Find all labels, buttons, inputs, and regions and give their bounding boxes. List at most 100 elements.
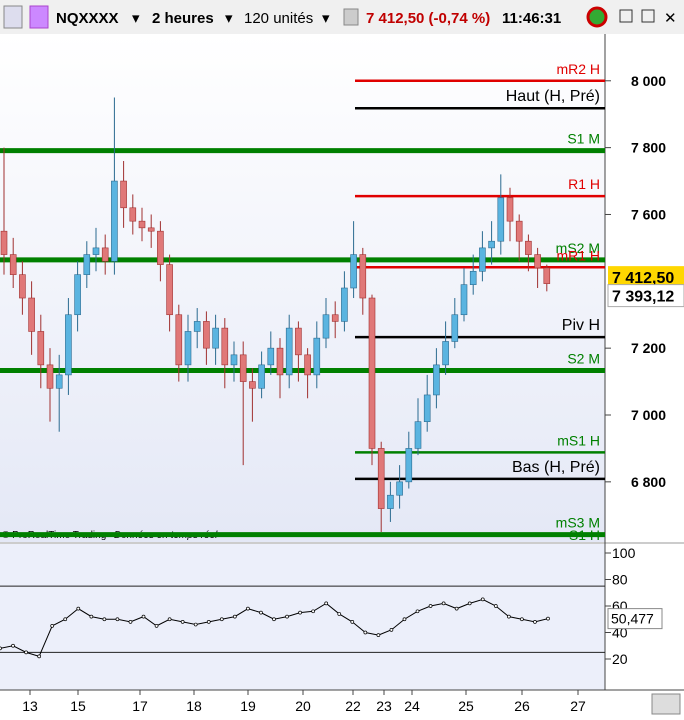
candle-body bbox=[19, 274, 26, 299]
candle-body bbox=[543, 267, 551, 284]
indicator-point bbox=[180, 620, 185, 624]
indicator-point bbox=[389, 627, 394, 632]
candle-body bbox=[469, 270, 477, 285]
info-icon[interactable] bbox=[343, 8, 359, 26]
y-tick-label: 6 800 bbox=[631, 474, 666, 490]
y-tick-label: 7 600 bbox=[631, 206, 666, 222]
candle-body bbox=[166, 264, 173, 316]
candle-body bbox=[0, 230, 8, 255]
indicator-point bbox=[376, 633, 381, 638]
period[interactable]: 2 heures bbox=[152, 10, 214, 27]
indicator-point bbox=[128, 620, 133, 624]
dropdown[interactable]: ▾ bbox=[225, 10, 233, 27]
candle-body bbox=[55, 374, 63, 389]
candle-body bbox=[276, 347, 284, 376]
candle-body bbox=[451, 314, 459, 342]
close-price: 7 393,12 bbox=[612, 289, 674, 306]
indicator-point bbox=[480, 597, 485, 602]
indicator-point bbox=[89, 614, 94, 619]
candle-body bbox=[267, 347, 275, 366]
y-tick-label: 20 bbox=[612, 651, 628, 667]
indicator-point bbox=[272, 617, 276, 622]
x-tick-label: 15 bbox=[70, 698, 86, 714]
close-button[interactable]: ✕ bbox=[664, 10, 677, 27]
chart-icon[interactable] bbox=[3, 5, 23, 29]
indicator-point bbox=[298, 610, 302, 615]
candle-body bbox=[92, 247, 100, 255]
indicator-point bbox=[102, 617, 107, 622]
indicator-point bbox=[285, 614, 289, 619]
dropdown[interactable]: ▾ bbox=[322, 10, 330, 27]
indicator-point bbox=[76, 606, 81, 611]
candle-body bbox=[239, 354, 247, 382]
candle-body bbox=[377, 448, 385, 509]
indicator-point bbox=[428, 604, 433, 608]
candle-body bbox=[442, 341, 449, 366]
candle-body bbox=[479, 247, 486, 272]
candle-body bbox=[515, 220, 523, 242]
close-price-box bbox=[607, 284, 684, 308]
candle-body bbox=[46, 364, 54, 389]
indicator-point bbox=[0, 646, 2, 651]
candle-body bbox=[368, 297, 376, 449]
link-icon[interactable] bbox=[29, 5, 49, 29]
scroll-button[interactable] bbox=[651, 693, 681, 715]
x-tick-label: 23 bbox=[376, 698, 392, 714]
indicator-point bbox=[415, 609, 420, 614]
candle-body bbox=[74, 274, 81, 316]
y-tick-label: 7 200 bbox=[631, 340, 666, 356]
candle-body bbox=[359, 254, 367, 299]
candle-body bbox=[129, 207, 137, 222]
units[interactable]: 120 unités bbox=[244, 10, 313, 27]
pivot-label: R1 H bbox=[568, 176, 600, 192]
candle-body bbox=[83, 254, 91, 275]
candle-body bbox=[65, 314, 72, 376]
x-tick-label: 24 bbox=[404, 698, 420, 714]
candle-body bbox=[506, 197, 514, 222]
candle-body bbox=[285, 327, 293, 376]
dropdown[interactable]: ▾ bbox=[132, 10, 140, 27]
x-tick-label: 27 bbox=[570, 698, 586, 714]
candle-body bbox=[423, 394, 431, 422]
indicator-point bbox=[63, 617, 68, 622]
indicator-point bbox=[11, 643, 15, 648]
indicator-point bbox=[24, 650, 28, 655]
candle-body bbox=[322, 314, 330, 339]
candle-body bbox=[111, 180, 118, 262]
indicator-point bbox=[259, 610, 263, 615]
indicator-point bbox=[467, 601, 472, 606]
pivot-label: S1 M bbox=[567, 131, 600, 147]
candle-body bbox=[534, 254, 541, 269]
indicator-point bbox=[454, 606, 459, 611]
minimize-button[interactable] bbox=[619, 9, 633, 23]
pivot-label: S1 H bbox=[569, 527, 600, 543]
candle-body bbox=[488, 240, 495, 249]
indicator-point bbox=[206, 620, 211, 624]
symbol[interactable]: NQXXXX bbox=[56, 10, 119, 27]
indicator-point bbox=[402, 617, 407, 622]
x-tick-label: 25 bbox=[458, 698, 474, 714]
indicator-point bbox=[337, 612, 342, 616]
x-tick-label: 18 bbox=[186, 698, 202, 714]
y-tick-label: 8 000 bbox=[631, 73, 666, 89]
indicator-point bbox=[219, 617, 224, 622]
pivot-label: mR2 H bbox=[556, 61, 600, 77]
x-tick-label: 22 bbox=[345, 698, 361, 714]
candle-body bbox=[258, 364, 265, 389]
y-tick-label: 80 bbox=[612, 572, 628, 588]
refresh-icon[interactable] bbox=[586, 6, 608, 28]
y-tick-label: 7 000 bbox=[631, 407, 666, 423]
candle-body bbox=[175, 314, 183, 366]
indicator-point bbox=[441, 601, 446, 606]
indicator-value: 50,477 bbox=[611, 611, 654, 627]
quote: 7 412,50 (-0,74 %) bbox=[366, 10, 490, 27]
maximize-button[interactable] bbox=[641, 9, 655, 23]
indicator-point bbox=[350, 620, 355, 624]
candle-body bbox=[138, 220, 146, 229]
candle-body bbox=[341, 287, 348, 322]
indicator-point bbox=[233, 614, 237, 619]
x-tick-label: 26 bbox=[514, 698, 530, 714]
indicator-point bbox=[154, 624, 159, 628]
candle-body bbox=[249, 381, 256, 389]
